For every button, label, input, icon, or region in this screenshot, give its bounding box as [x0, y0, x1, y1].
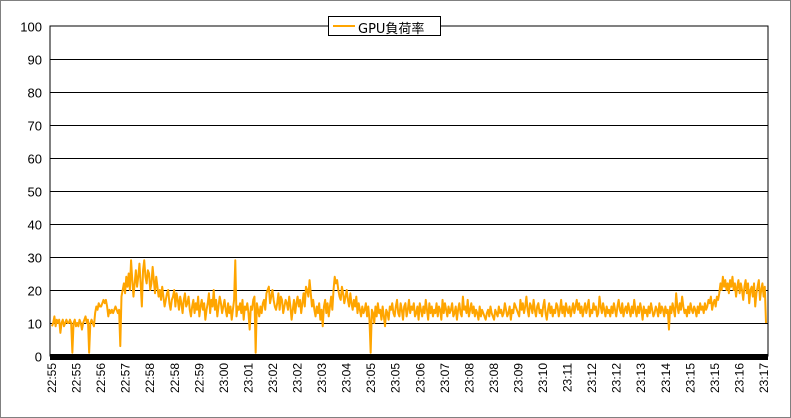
x-tick-label: 23:11: [561, 363, 575, 392]
x-tick-label: 22:59: [192, 363, 206, 393]
x-tick-label: 23:08: [462, 363, 476, 393]
x-tick-label: 22:55: [70, 363, 84, 393]
x-tick-label: 22:56: [94, 363, 108, 393]
x-tick-label: 23:15: [708, 363, 722, 393]
x-tick-label: 23:03: [315, 363, 329, 393]
x-tick-label: 23:00: [217, 363, 231, 393]
x-tick-label: 23:04: [340, 363, 354, 393]
x-tick-label: 23:01: [241, 363, 255, 393]
x-tick-label: 22:58: [168, 363, 182, 393]
x-tick-label: 22:58: [143, 363, 157, 393]
y-tick-label: 20: [28, 284, 42, 299]
y-tick-label: 90: [28, 53, 42, 68]
y-tick-label: 0: [35, 350, 42, 365]
x-tick-label: 23:07: [438, 363, 452, 393]
x-tick-label: 23:09: [511, 363, 525, 393]
y-tick-label: 40: [28, 218, 42, 233]
y-tick-label: 70: [28, 119, 42, 134]
x-tick-label: 23:12: [610, 363, 624, 393]
y-tick-label: 30: [28, 251, 42, 266]
y-tick-label: 60: [28, 152, 42, 167]
x-tick-label: 23:02: [266, 363, 280, 393]
legend-swatch: [333, 25, 355, 27]
x-tick-label: 22:57: [119, 363, 133, 393]
x-tick-label: 23:05: [364, 363, 378, 393]
y-tick-label: 10: [28, 317, 42, 332]
legend: GPU負荷率: [328, 16, 441, 37]
x-tick-label: 23:10: [536, 363, 550, 393]
series-line-gpu: [51, 259, 767, 354]
x-tick-label: 23:14: [659, 363, 673, 393]
x-tick-label: 23:13: [634, 363, 648, 393]
x-tick-label: 23:06: [413, 363, 427, 393]
y-tick-label: 50: [28, 185, 42, 200]
y-tick-label: 80: [28, 86, 42, 101]
x-tick-label: 23:12: [585, 363, 599, 393]
x-axis-band: [50, 354, 768, 360]
x-tick-label: 23:08: [487, 363, 501, 393]
y-tick-label: 100: [20, 20, 42, 35]
x-tick-label: 23:02: [291, 363, 305, 393]
legend-label: GPU負荷率: [358, 22, 425, 37]
x-tick-label: 22:55: [45, 363, 59, 393]
x-tick-label: 23:16: [732, 363, 746, 393]
x-tick-label: 23:05: [389, 363, 403, 393]
x-tick-label: 23:15: [683, 363, 697, 393]
x-tick-label: 23:17: [757, 363, 771, 393]
